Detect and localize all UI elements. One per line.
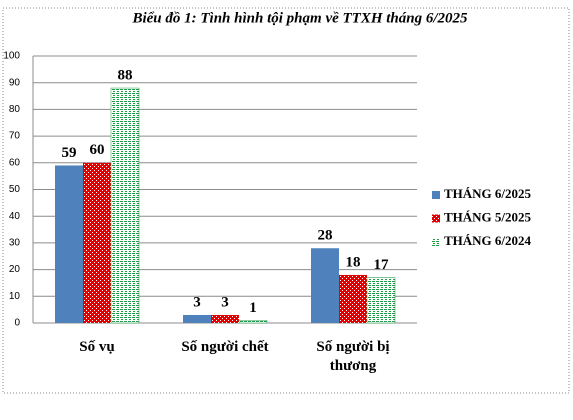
- bar: [55, 165, 83, 323]
- y-tick-label: 80: [9, 104, 21, 115]
- legend-swatch: [432, 214, 440, 223]
- legend-swatch: [432, 191, 440, 199]
- y-tick-label: 50: [9, 184, 21, 195]
- legend-label: THÁNG 6/2025: [444, 186, 532, 201]
- value-label: 60: [90, 142, 105, 158]
- x-tick-label: Số vụ: [79, 339, 115, 355]
- x-tick-label: Số người bị thương: [316, 339, 390, 374]
- value-label: 17: [374, 257, 390, 273]
- y-tick-label: 40: [9, 211, 21, 222]
- bar: [366, 277, 396, 324]
- y-tick-label: 10: [9, 291, 21, 302]
- value-label: 1: [249, 300, 257, 316]
- y-tick-label: 70: [9, 131, 21, 142]
- value-label: 18: [346, 254, 361, 270]
- y-tick-label: 20: [9, 264, 21, 275]
- bar: [339, 274, 367, 323]
- y-tick-label: 90: [9, 77, 21, 88]
- bar: [211, 314, 239, 323]
- bar: [110, 87, 140, 324]
- bar: [183, 314, 211, 323]
- bar: [83, 162, 111, 323]
- value-label: 88: [118, 67, 133, 83]
- x-tick-label: Số người chết: [181, 339, 269, 355]
- y-tick-label: 100: [3, 51, 20, 62]
- value-label: 28: [318, 228, 333, 244]
- legend-label: THÁNG 5/2025: [444, 209, 532, 224]
- chart-title: Biểu đồ 1: Tình hình tội phạm về TTXH th…: [131, 10, 468, 26]
- value-label: 3: [221, 294, 229, 310]
- frame: [2, 7, 570, 394]
- y-tick-label: 0: [14, 318, 20, 329]
- y-tick-label: 30: [9, 238, 21, 249]
- value-label: 59: [62, 145, 77, 161]
- value-label: 3: [193, 294, 201, 310]
- bar: [311, 248, 339, 323]
- bar: [238, 320, 268, 324]
- y-tick-label: 60: [9, 157, 21, 168]
- legend-label: THÁNG 6/2024: [444, 233, 532, 248]
- legend-swatch: [432, 238, 440, 246]
